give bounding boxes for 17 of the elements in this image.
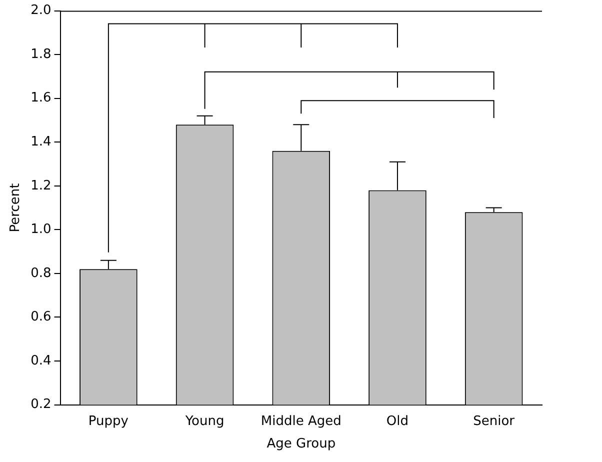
- x-tick-label: Puppy: [88, 414, 129, 429]
- y-tick-label: 1.6: [30, 90, 52, 106]
- y-tick-label: 1.2: [30, 178, 52, 194]
- x-tick-label: Old: [386, 414, 409, 429]
- x-tick-label: Young: [184, 414, 224, 429]
- y-tick-label: 0.2: [30, 397, 52, 412]
- y-tick-label: 1.0: [30, 222, 52, 238]
- x-tick-label: Middle Aged: [260, 414, 342, 429]
- x-axis-title: Age Group: [266, 436, 336, 452]
- y-axis-title: Percent: [8, 183, 24, 232]
- y-tick-label: 2.0: [30, 3, 52, 18]
- y-tick-label: 0.4: [30, 353, 52, 368]
- x-tick-label: Senior: [473, 414, 516, 429]
- y-tick-label: 0.6: [30, 310, 52, 325]
- y-tick-label: 0.8: [30, 266, 52, 281]
- y-tick-label: 1.8: [30, 46, 52, 62]
- y-tick-label: 1.4: [30, 134, 52, 150]
